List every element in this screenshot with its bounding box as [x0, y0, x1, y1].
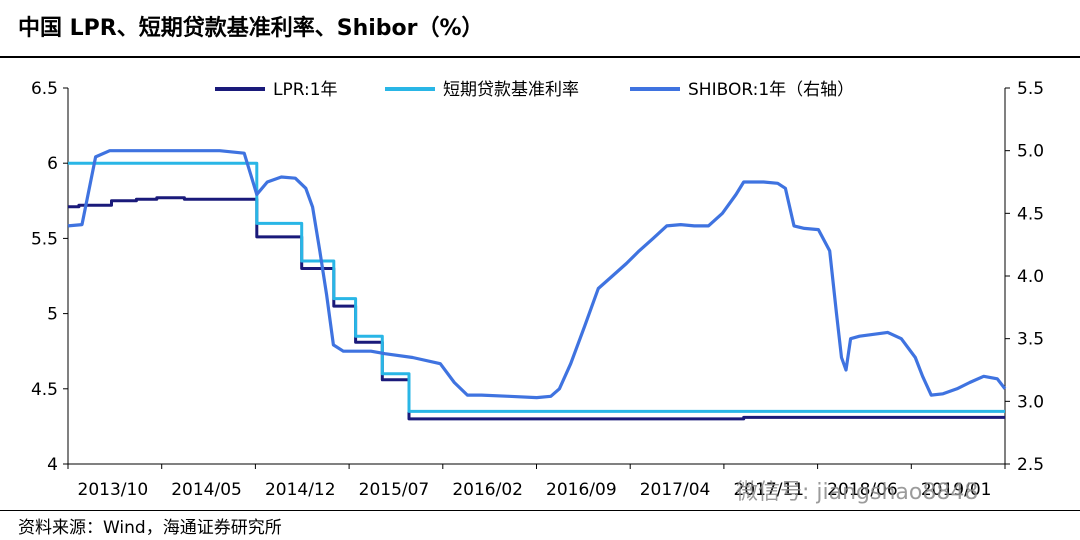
y-right-tick-label: 2.5 — [1017, 455, 1044, 475]
y-right-tick-label: 3.0 — [1017, 392, 1044, 412]
legend-label-2: 短期贷款基准利率 — [443, 80, 579, 100]
x-tick-label: 2014/05 — [171, 480, 242, 500]
x-tick-label: 2016/09 — [546, 480, 617, 500]
y-left-tick-label: 5.5 — [31, 229, 58, 249]
title-rule — [0, 56, 1080, 58]
watermark-text: 微信号: jiangshao8848 — [736, 480, 979, 505]
chart-title: 中国 LPR、短期贷款基准利率、Shibor（%） — [18, 16, 484, 41]
x-tick-label: 2017/04 — [640, 480, 711, 500]
x-tick-label: 2019/01 — [921, 480, 992, 500]
y-right-tick-label: 4.5 — [1017, 204, 1044, 224]
y-left-tick-label: 6.5 — [31, 79, 58, 99]
x-tick-label: 2018/06 — [827, 480, 898, 500]
series-line-2 — [68, 161, 1005, 413]
legend-label-3: SHIBOR:1年（右轴） — [688, 80, 854, 100]
y-left-tick-label: 4 — [47, 455, 58, 475]
y-right-tick-label: 5.5 — [1017, 79, 1044, 99]
y-left-tick-label: 4.5 — [31, 380, 58, 400]
x-tick-label: 2013/10 — [78, 480, 149, 500]
legend-label-1: LPR:1年 — [273, 80, 338, 100]
line-chart: 4 4.5 5 5.5 6 6.5 2.5 3.0 3.5 4.0 4.5 5.0 5.5 2013/10… — [31, 79, 1044, 500]
y-left-tick-label: 5 — [47, 305, 58, 325]
series-line-1 — [68, 196, 1005, 421]
y-right-tick-label: 4.0 — [1017, 267, 1044, 287]
series-line-3 — [67, 149, 1007, 400]
y-right-tick-label: 3.5 — [1017, 330, 1044, 350]
x-tick-label: 2015/07 — [359, 480, 430, 500]
source-note: 资料来源：Wind，海通证券研究所 — [18, 518, 282, 538]
x-tick-label: 2016/02 — [452, 480, 523, 500]
x-tick-label: 2014/12 — [265, 480, 336, 500]
x-tick-label: 2017/11 — [733, 480, 804, 500]
y-left-tick-label: 6 — [47, 154, 58, 174]
y-right-tick-label: 5.0 — [1017, 142, 1044, 162]
footer-rule — [0, 510, 1080, 511]
